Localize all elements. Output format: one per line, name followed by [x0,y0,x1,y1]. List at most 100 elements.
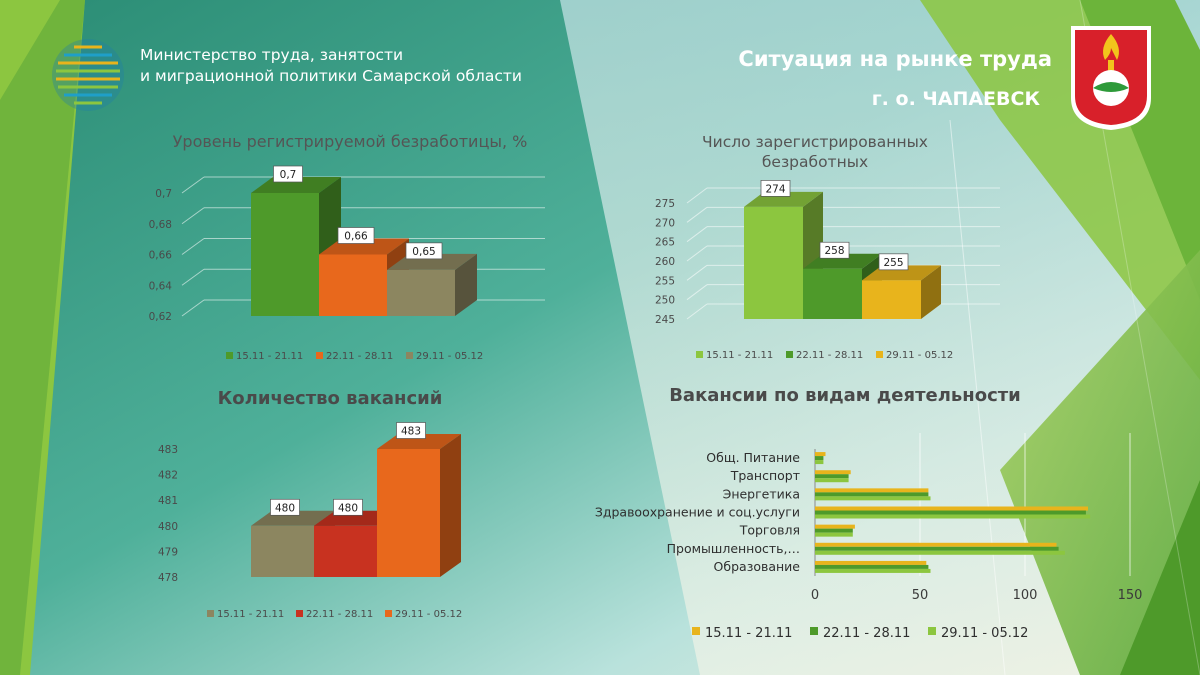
chart-title-registered: Число зарегистрированных безработных [640,132,990,172]
bar-front [251,193,319,316]
gridline-depth [181,207,205,225]
bar-front [815,474,849,479]
y-tick-label: 260 [655,256,675,268]
bar [815,532,853,537]
bar-front [815,492,929,497]
data-label: 480 [338,502,358,514]
y-tick-label: 265 [655,237,675,249]
slide-subtitle: г. о. ЧАПАЕВСК [871,88,1040,110]
legend-swatch [928,627,936,635]
data-label: 0,7 [280,169,297,181]
bar-front [815,496,931,501]
bar [815,470,851,475]
y-tick-label: 245 [655,314,675,326]
bar-front [815,532,853,537]
y-tick-label: 482 [158,470,178,482]
bar [815,452,826,457]
gridline-depth [181,176,205,194]
bar [815,524,855,529]
bar [815,506,1088,511]
bar-front [815,460,824,465]
bar [815,550,1065,555]
y-tick-label: 0,7 [155,188,172,200]
data-label: 0,65 [412,246,435,258]
bar-front [251,525,314,577]
chart-title-unemployment: Уровень регистрируемой безработицы, % [172,132,528,151]
legend-swatch [226,352,233,359]
legend-label: 22.11 - 28.11 [326,351,393,362]
bar-front [319,254,387,316]
legend-label: 15.11 - 21.11 [236,351,303,362]
bar [815,568,931,573]
category-label: Энергетика [723,486,800,501]
gridline-depth [686,206,708,223]
ministry-logo [52,39,124,111]
bar-front [815,542,1057,547]
bar-front [815,478,849,483]
legend-label: 15.11 - 21.11 [706,350,773,361]
bar-front [815,506,1088,511]
bar [815,514,1091,519]
bar [815,496,931,501]
data-label-box [760,180,791,197]
category-label: Торговля [739,523,800,538]
gridline-depth [686,284,708,301]
bar [815,456,824,461]
bar [815,542,1057,547]
gridline-depth [686,245,708,262]
category-label: Промышленность,… [667,541,800,556]
data-label-box [333,498,363,516]
data-label: 274 [765,183,785,195]
data-label-box [396,422,426,439]
ministry-name: Министерство труда, занятости и миграцио… [140,45,522,87]
bar-front [815,452,826,457]
y-tick-label: 270 [655,217,675,229]
bar [815,474,849,479]
legend-label: 29.11 - 05.12 [886,350,953,361]
bar-front [815,470,851,475]
chart-title-registered-line-1: Число зарегистрированных [702,133,928,151]
x-tick-label: 0 [811,588,819,603]
bar [319,238,409,316]
bar [815,488,929,493]
y-tick-label: 0,66 [149,250,173,262]
legend-swatch [876,351,883,358]
x-tick-label: 150 [1118,588,1143,603]
y-tick-label: 480 [158,521,178,533]
data-label: 483 [401,426,421,438]
bar [815,564,929,569]
gridline-depth [686,187,708,204]
legend-label: 22.11 - 28.11 [796,350,863,361]
y-tick-label: 479 [158,546,178,558]
data-label: 480 [275,502,295,514]
data-label: 258 [824,245,844,257]
bar-side [440,434,461,577]
gridline-depth [181,299,205,317]
y-tick-label: 0,68 [149,219,172,231]
bar-front [815,456,824,461]
bar-front [815,550,1065,555]
chart-title-vacancies: Количество вакансий [217,388,443,409]
ministry-line-1: Министерство труда, занятости [140,46,404,64]
legend-swatch [810,627,818,635]
y-tick-label: 275 [655,198,675,210]
chart-title-by-activity: Вакансии по видам деятельности [669,385,1021,406]
legend-swatch [316,352,323,359]
y-tick-label: 255 [655,275,675,287]
bar-front [815,524,855,529]
data-label-box [405,242,443,260]
legend-swatch [296,610,303,617]
bar-front [815,568,931,573]
bar-front [377,449,440,577]
bar [815,546,1059,551]
bar [815,492,929,497]
bar-side [921,265,941,319]
y-tick-label: 0,62 [149,311,172,323]
slide-title: Ситуация на рынке труда [738,47,1052,71]
data-label-box [273,165,303,183]
bar [815,478,849,483]
y-tick-label: 478 [158,572,178,584]
bar-front [862,280,921,319]
